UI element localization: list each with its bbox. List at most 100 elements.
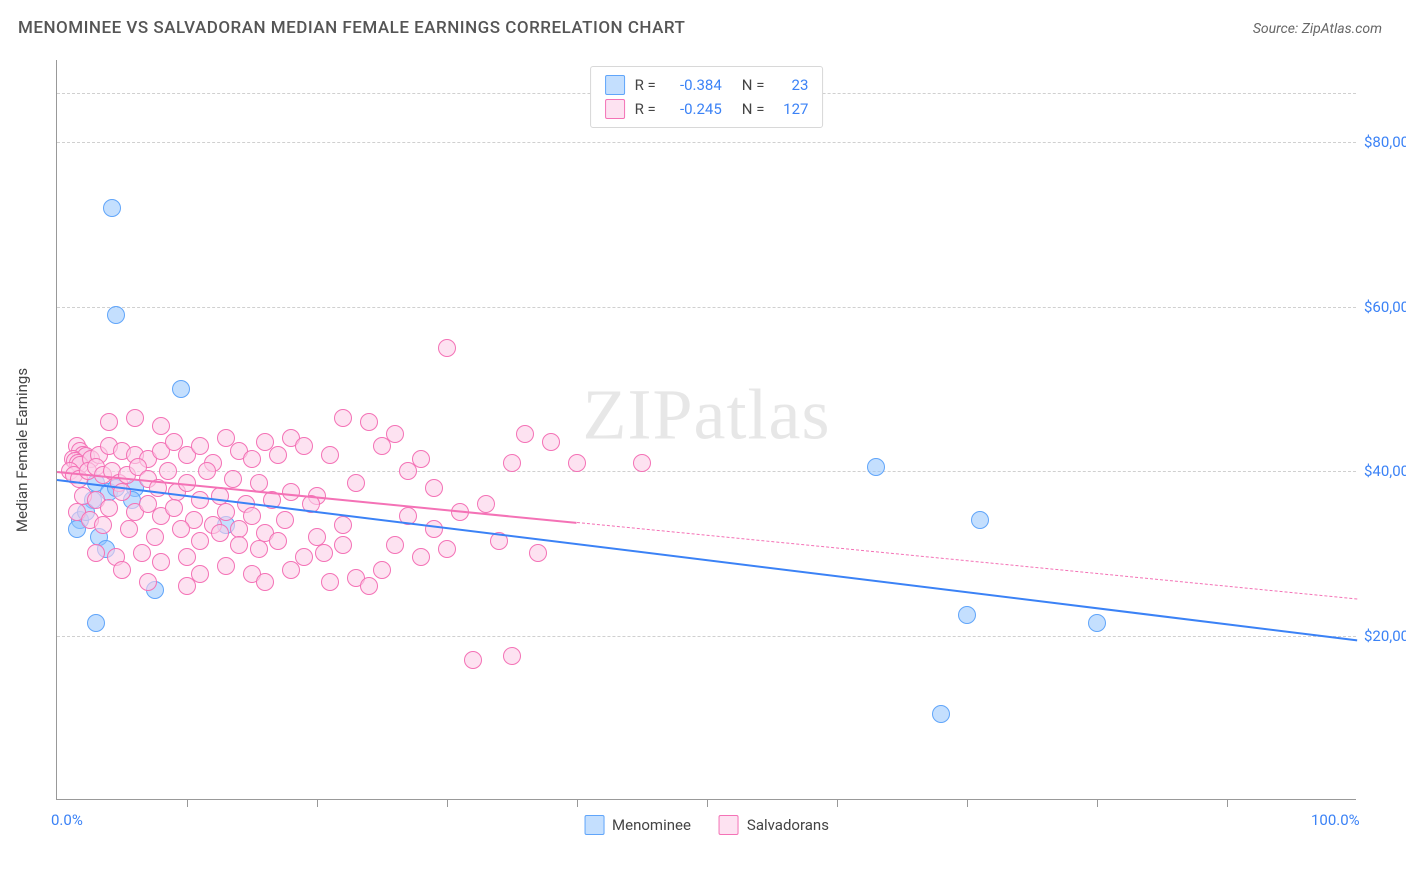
watermark: ZIPatlas [583,373,831,456]
legend-r-label: R = [635,97,656,121]
data-point [425,479,443,497]
x-tick [1227,799,1228,807]
data-point [412,450,430,468]
data-point [334,516,352,534]
data-point [971,511,989,529]
data-point [315,544,333,562]
y-axis-label: Median Female Earnings [13,368,31,532]
y-tick-label: $80,000 [1364,133,1406,151]
x-tick-label: 0.0% [51,811,83,829]
watermark-bold: ZIP [583,374,694,454]
legend-n-value: 127 [778,97,808,121]
data-point [230,536,248,554]
legend-label: Salvadorans [747,816,829,834]
data-point [373,561,391,579]
data-point [107,306,125,324]
data-point [503,454,521,472]
data-point [438,339,456,357]
legend-r-value: -0.384 [666,73,722,97]
x-tick [967,799,968,807]
data-point [243,450,261,468]
legend-swatch-icon [719,815,739,835]
x-tick [447,799,448,807]
data-point [276,511,294,529]
data-point [178,548,196,566]
data-point [321,573,339,591]
data-point [269,446,287,464]
chart-header: MENOMINEE VS SALVADORAN MEDIAN FEMALE EA… [0,0,1406,38]
data-point [94,516,112,534]
data-point [958,606,976,624]
data-point [224,470,242,488]
legend-n-label: N = [742,97,765,121]
data-point [386,536,404,554]
data-point [373,437,391,455]
data-point [282,561,300,579]
x-tick [837,799,838,807]
data-point [126,409,144,427]
data-point [152,553,170,571]
legend-label: Menominee [612,816,691,834]
watermark-thin: atlas [694,374,831,454]
chart-source: Source: ZipAtlas.com [1253,21,1382,37]
x-tick [187,799,188,807]
gridline [57,471,1356,472]
data-point [282,483,300,501]
data-point [159,462,177,480]
data-point [412,548,430,566]
data-point [139,573,157,591]
data-point [191,491,209,509]
data-point [568,454,586,472]
data-point [321,446,339,464]
legend-row: R = -0.245N = 127 [605,97,809,121]
data-point [542,433,560,451]
data-point [133,544,151,562]
legend-r-label: R = [635,73,656,97]
data-point [120,520,138,538]
legend-swatch-icon [584,815,604,835]
legend-n-label: N = [742,73,765,97]
data-point [217,503,235,521]
data-point [438,540,456,558]
data-point [334,409,352,427]
plot-region: ZIPatlas R = -0.384 N = 23R = -0.245N = 1… [56,60,1356,800]
data-point [243,507,261,525]
data-point [87,544,105,562]
data-point [100,413,118,431]
data-point [308,528,326,546]
data-point [165,499,183,517]
trend-line [57,479,1357,641]
data-point [172,380,190,398]
x-tick-label: 100.0% [1311,811,1360,829]
data-point [152,417,170,435]
data-point [100,499,118,517]
gridline [57,142,1356,143]
data-point [1088,614,1106,632]
legend-swatch-icon [605,75,625,95]
y-tick-label: $40,000 [1364,462,1406,480]
data-point [360,577,378,595]
data-point [867,458,885,476]
gridline [57,636,1356,637]
data-point [191,437,209,455]
data-point [87,614,105,632]
chart-title: MENOMINEE VS SALVADORAN MEDIAN FEMALE EA… [18,18,685,38]
legend-row: R = -0.384 N = 23 [605,73,809,97]
data-point [146,528,164,546]
legend-item: Salvadorans [719,815,829,835]
data-point [250,540,268,558]
trend-line [577,522,1357,599]
data-point [172,520,190,538]
data-point [178,577,196,595]
data-point [269,532,287,550]
data-point [425,520,443,538]
data-point [360,413,378,431]
legend-n-value: 23 [778,73,808,97]
y-tick-label: $60,000 [1364,298,1406,316]
legend-item: Menominee [584,815,691,835]
y-tick-label: $20,000 [1364,627,1406,645]
data-point [529,544,547,562]
x-tick [577,799,578,807]
data-point [464,651,482,669]
source-link[interactable]: ZipAtlas.com [1302,21,1382,37]
